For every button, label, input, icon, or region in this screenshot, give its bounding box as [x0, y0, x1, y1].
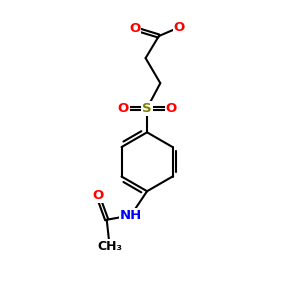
Text: O: O	[129, 22, 140, 35]
Text: S: S	[142, 102, 152, 115]
Text: CH₃: CH₃	[97, 240, 122, 253]
Text: NH: NH	[120, 209, 142, 222]
Text: O: O	[117, 102, 128, 115]
Text: O: O	[166, 102, 177, 115]
Text: O: O	[92, 189, 104, 202]
Text: O: O	[174, 21, 185, 34]
